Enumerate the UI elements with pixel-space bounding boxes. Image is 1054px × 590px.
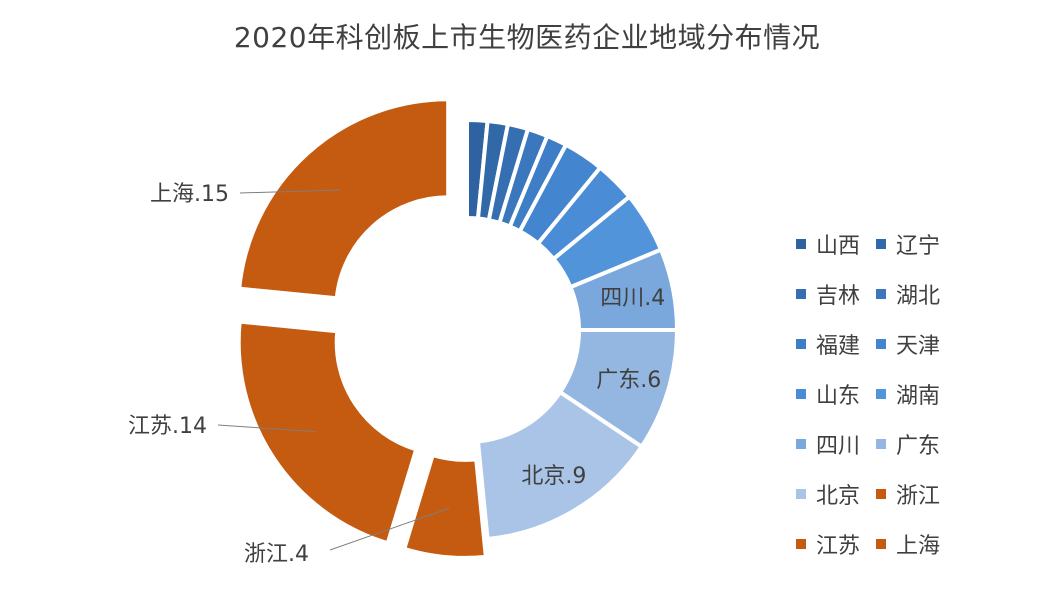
legend-swatch	[796, 439, 806, 449]
legend-label: 上海	[896, 534, 941, 559]
slice-浙江	[401, 452, 489, 560]
slice-北京	[475, 389, 645, 542]
data-label-江苏: 江苏.14	[128, 414, 207, 439]
chart-title: 2020年科创板上市生物医药企业地域分布情况	[233, 21, 821, 54]
data-label-北京: 北京.9	[521, 464, 586, 489]
slice-上海	[237, 97, 451, 301]
leader-line-浙江	[329, 507, 450, 551]
legend-swatch	[796, 239, 806, 249]
legend-item-湖南: 湖南	[876, 378, 940, 410]
legend-label: 辽宁	[896, 234, 941, 259]
legend-swatch	[876, 389, 886, 399]
legend-swatch	[796, 389, 806, 399]
legend-label: 山东	[816, 384, 861, 409]
legend-swatch	[876, 339, 886, 349]
legend-swatch	[876, 239, 886, 249]
data-label-上海: 上海.15	[150, 182, 229, 207]
data-label-浙江: 浙江.4	[244, 542, 309, 567]
leader-line-上海	[239, 189, 341, 194]
data-label-四川: 四川.4	[600, 286, 665, 311]
legend-label: 福建	[816, 334, 861, 359]
legend-item-湖北: 湖北	[876, 278, 940, 310]
legend-item-四川: 四川	[796, 428, 860, 460]
legend-swatch	[796, 339, 806, 349]
legend-swatch	[796, 289, 806, 299]
legend-swatch	[796, 489, 806, 499]
legend-item-山东: 山东	[796, 378, 860, 410]
legend-swatch	[876, 439, 886, 449]
legend-swatch	[876, 539, 886, 549]
legend-label: 吉林	[816, 284, 861, 309]
legend-label: 山西	[816, 234, 861, 259]
leader-line-江苏	[217, 424, 315, 433]
legend-item-吉林: 吉林	[796, 278, 860, 310]
legend-item-广东: 广东	[876, 428, 940, 460]
legend-swatch	[876, 489, 886, 499]
legend-label: 浙江	[896, 484, 941, 509]
slice-江苏	[236, 319, 419, 546]
legend-label: 江苏	[816, 534, 861, 559]
legend-item-天津: 天津	[876, 328, 940, 360]
legend-label: 广东	[896, 434, 941, 459]
legend-item-福建: 福建	[796, 328, 860, 360]
legend-item-北京: 北京	[796, 478, 860, 510]
legend-label: 天津	[896, 334, 941, 359]
legend-label: 湖南	[896, 384, 941, 409]
legend-item-辽宁: 辽宁	[876, 228, 940, 260]
legend-item-上海: 上海	[876, 528, 940, 560]
legend-label: 北京	[816, 484, 861, 509]
legend-swatch	[876, 289, 886, 299]
legend-label: 湖北	[896, 284, 941, 309]
legend-label: 四川	[816, 434, 861, 459]
data-label-广东: 广东.6	[596, 368, 661, 393]
legend-swatch	[796, 539, 806, 549]
legend-item-山西: 山西	[796, 228, 860, 260]
legend-item-江苏: 江苏	[796, 528, 860, 560]
legend-item-浙江: 浙江	[876, 478, 940, 510]
